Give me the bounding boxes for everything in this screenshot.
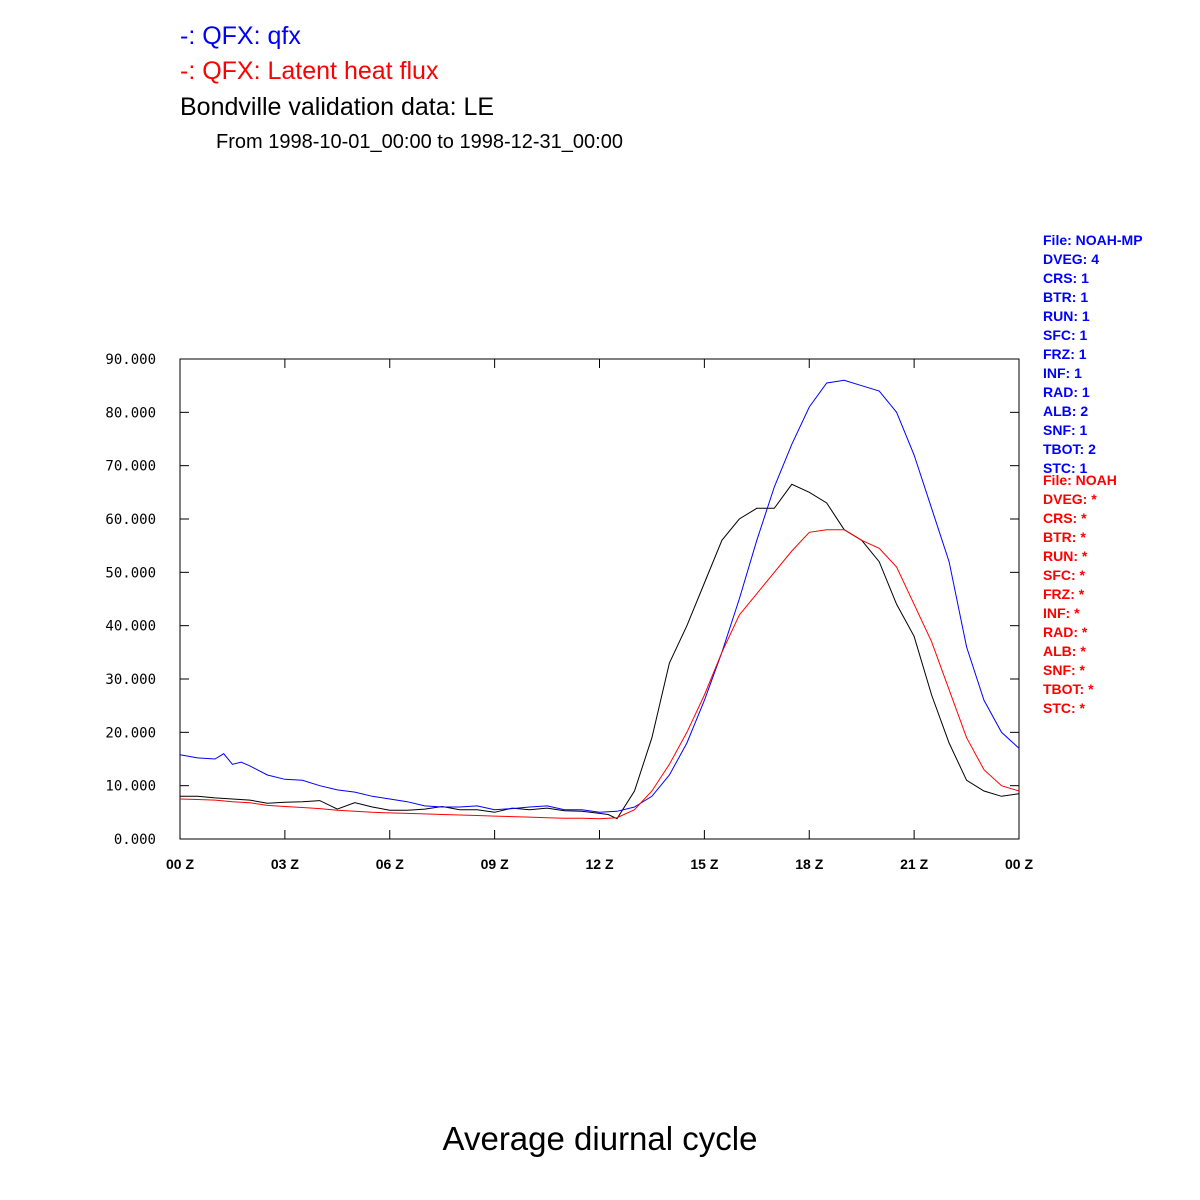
x-tick-label: 15 Z [690,856,718,872]
y-tick-label: 60.000 [105,512,156,528]
noah-setting-line: INF: * [1043,605,1080,621]
chart-footer-caption: Average diurnal cycle [442,1120,758,1157]
plot-frame [179,358,1020,840]
noah-mp-setting-line: SNF: 1 [1043,422,1088,438]
y-tick-label: 50.000 [105,565,156,581]
x-tick-label: 09 Z [481,856,509,872]
noah-setting-line: SNF: * [1043,662,1085,678]
noah-setting-line: CRS: * [1043,510,1087,526]
series-line-latent-heat-flux [179,529,1020,820]
series-line-qfx [179,379,1020,813]
noah-setting-line: RUN: * [1043,548,1088,564]
noah-mp-setting-line: FRZ: 1 [1043,346,1087,362]
y-tick-label: 40.000 [105,619,156,635]
noah-mp-setting-line: SFC: 1 [1043,327,1088,343]
noah-mp-setting-line: INF: 1 [1043,365,1082,381]
noah-setting-line: SFC: * [1043,567,1085,583]
noah-mp-setting-line: TBOT: 2 [1043,441,1096,457]
noah-setting-line: DVEG: * [1043,491,1097,507]
noah-mp-setting-line: RUN: 1 [1043,308,1090,324]
x-tick-label: 12 Z [585,856,613,872]
x-tick-label: 06 Z [376,856,404,872]
y-tick-label: 10.000 [105,779,156,795]
y-tick-label: 90.000 [105,352,156,368]
noah-setting-line: RAD: * [1043,624,1088,640]
chart-subtitle: From 1998-10-01_00:00 to 1998-12-31_00:0… [216,131,623,153]
noah-setting-line: ALB: * [1043,643,1086,659]
chart-title: Bondville validation data: LE [180,93,495,121]
legend-entry-qfx: -: QFX: qfx [180,22,301,50]
x-tick-label: 21 Z [900,856,928,872]
y-tick-label: 80.000 [105,405,156,421]
noah-setting-line: STC: * [1043,700,1085,716]
y-tick-label: 0.000 [114,832,156,848]
noah-setting-line: File: NOAH [1043,472,1117,488]
x-tick-label: 00 Z [1005,856,1033,872]
noah-mp-setting-line: CRS: 1 [1043,270,1089,286]
legend-entry-latent-heat-flux: -: QFX: Latent heat flux [180,57,439,85]
x-tick-label: 18 Z [795,856,823,872]
x-tick-label: 03 Z [271,856,299,872]
y-tick-label: 70.000 [105,459,156,475]
y-tick-label: 30.000 [105,672,156,688]
x-tick-label: 00 Z [166,856,194,872]
noah-mp-setting-line: STC: 1 [1043,460,1088,476]
noah-mp-setting-line: File: NOAH-MP [1043,232,1143,248]
noah-mp-setting-line: ALB: 2 [1043,403,1089,419]
noah-setting-line: TBOT: * [1043,681,1094,697]
series-line-observed [180,483,1020,820]
noah-mp-setting-line: BTR: 1 [1043,289,1089,305]
noah-setting-line: FRZ: * [1043,586,1085,602]
noah-mp-setting-line: DVEG: 4 [1043,251,1100,267]
y-tick-label: 20.000 [105,725,156,741]
noah-setting-line: BTR: * [1043,529,1086,545]
noah-settings-panel: File: NOAH DVEG: * CRS: * BTR: * RUN: * SFC: … [1043,471,1117,718]
noah-mp-setting-line: RAD: 1 [1043,384,1090,400]
noah-mp-settings-panel: File: NOAH-MP DVEG: 4 CRS: 1 BTR: 1 RUN: 1 SF… [1043,231,1143,478]
